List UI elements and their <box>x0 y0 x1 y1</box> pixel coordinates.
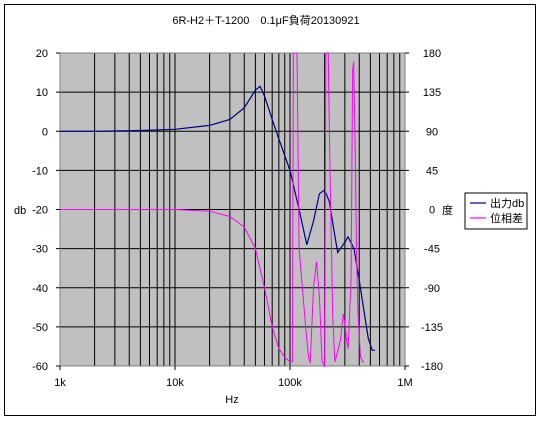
series-layer <box>60 52 376 368</box>
series-line-1 <box>60 85 376 351</box>
y-left-tick-label: -40 <box>32 283 48 295</box>
legend-label-1: 出力db <box>490 196 524 210</box>
y-left-tick-label: -60 <box>32 361 48 373</box>
y-left-tick-label: -10 <box>32 165 48 177</box>
legend-box <box>464 192 528 230</box>
y-right-tick-label: -90 <box>424 283 440 295</box>
y-right-tick-label: 45 <box>426 165 438 177</box>
y-right-tick-label: 0 <box>429 205 435 217</box>
y-axis-left-label: db <box>14 205 26 217</box>
y-left-tick-label: -50 <box>32 322 48 334</box>
chart-title: 6R-H2＋T-1200 0.1μF負荷20130921 <box>172 14 359 27</box>
x-tick-label: 100k <box>278 377 302 389</box>
legend-label-2: 位相差 <box>490 211 523 225</box>
y-axis-right-label: 度 <box>442 203 453 217</box>
y-right-tick-label: 180 <box>423 48 441 60</box>
series-line-2 <box>60 52 364 368</box>
y-right-tick-label: -45 <box>424 244 440 256</box>
y-left-tick-label: 10 <box>36 87 48 99</box>
y-right-tick-label: -135 <box>421 322 443 334</box>
x-tick-label: 1k <box>54 377 66 389</box>
x-axis-label: Hz <box>225 394 238 406</box>
y-right-tick-label: 90 <box>426 126 438 138</box>
y-right-tick-label: -180 <box>421 361 443 373</box>
y-left-tick-label: -20 <box>32 205 48 217</box>
y-left-tick-label: -30 <box>32 244 48 256</box>
axes: 20 10 0 -10 -20 -30 -40 -50 -60 180 135 90 45 0 -45 -90… <box>32 48 443 389</box>
y-left-tick-label: 0 <box>42 126 48 138</box>
x-tick-label: 1M <box>397 377 412 389</box>
y-right-tick-label: 135 <box>423 87 441 99</box>
y-left-tick-label: 20 <box>36 48 48 60</box>
x-tick-label: 10k <box>166 377 184 389</box>
